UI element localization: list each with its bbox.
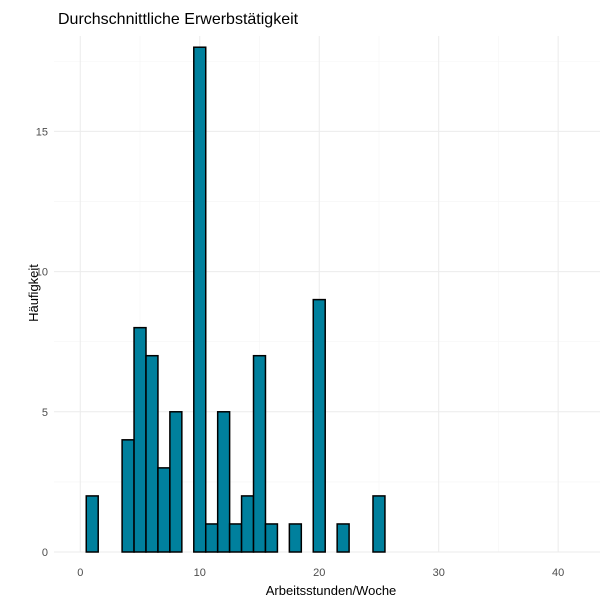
histogram-bar <box>288 523 303 553</box>
y-tick-labels: 0 5 10 15 <box>36 126 48 559</box>
histogram-bar <box>121 439 135 553</box>
x-tick-label: 40 <box>552 567 564 579</box>
x-tick-label: 30 <box>433 567 445 579</box>
histogram-bar <box>169 411 183 553</box>
x-axis-title: Arbeitsstunden/Woche <box>266 583 397 598</box>
y-tick-label: 0 <box>42 547 48 559</box>
histogram-bar <box>228 523 243 553</box>
y-tick-label: 15 <box>36 126 48 138</box>
histogram-bar <box>157 467 171 553</box>
histogram-bar <box>85 495 99 553</box>
histogram-bar <box>252 354 267 553</box>
x-tick-labels: 0 10 20 30 40 <box>77 567 564 579</box>
histogram-bar <box>216 411 231 553</box>
histogram-bar <box>145 354 159 553</box>
histogram-bar <box>372 495 386 553</box>
histogram-bar <box>204 523 219 553</box>
y-tick-label: 10 <box>36 267 48 279</box>
y-axis-title: Häufigkeit <box>26 264 41 322</box>
chart-title: Durchschnittliche Erwerbstätigkeit <box>58 11 299 28</box>
histogram-bar <box>133 326 147 553</box>
histogram-bar <box>193 46 207 553</box>
histogram-bar <box>240 495 255 553</box>
histogram-bar <box>336 523 350 553</box>
y-tick-label: 5 <box>42 407 48 419</box>
x-tick-label: 10 <box>194 567 206 579</box>
bars <box>85 46 386 553</box>
histogram-bar <box>264 523 279 553</box>
histogram-bar <box>312 298 326 553</box>
x-tick-label: 20 <box>313 567 325 579</box>
x-tick-label: 0 <box>77 567 83 579</box>
